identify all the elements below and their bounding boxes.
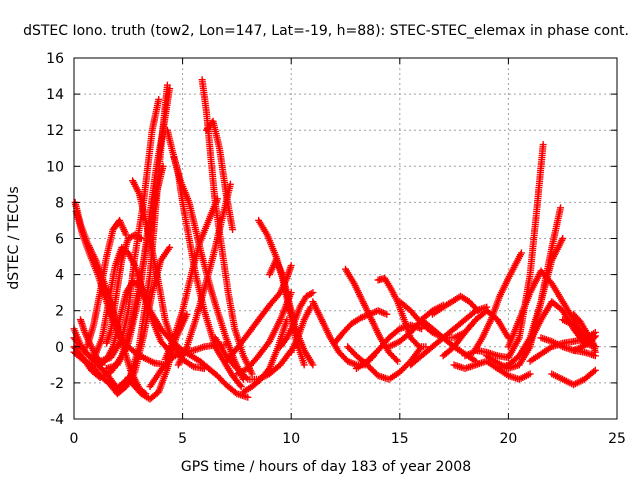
data-series xyxy=(70,76,599,403)
x-tick-label: 15 xyxy=(391,431,409,447)
series-markers xyxy=(570,332,599,354)
x-tick-label: 20 xyxy=(499,431,517,447)
series-track xyxy=(203,117,237,233)
series-markers xyxy=(161,195,221,363)
series-markers xyxy=(439,307,512,360)
x-tick-label: 25 xyxy=(608,431,626,447)
series-markers xyxy=(96,278,143,369)
chart-title: dSTEC Iono. truth (tow2, Lon=147, Lat=-1… xyxy=(23,23,629,39)
y-axis-label: dSTEC / TECUs xyxy=(6,186,22,289)
axes: 0 5 10 15 20 25 -4 -2 0 2 4 6 8 10 12 14 16 xyxy=(46,51,626,447)
y-tick-label: 6 xyxy=(55,232,64,248)
series-markers xyxy=(287,303,315,356)
series-track xyxy=(344,343,425,383)
series-markers xyxy=(450,357,534,383)
series-track xyxy=(548,366,599,389)
series-track xyxy=(287,303,315,356)
series-markers xyxy=(239,316,291,396)
series-track xyxy=(96,278,143,369)
y-tick-label: 2 xyxy=(55,304,64,320)
y-tick-label: 4 xyxy=(55,268,64,284)
y-tick-label: 0 xyxy=(55,340,64,356)
series-markers xyxy=(374,274,430,351)
y-tick-label: 8 xyxy=(55,195,64,211)
y-tick-label: 12 xyxy=(46,123,64,139)
x-tick-label: 10 xyxy=(282,431,300,447)
y-tick-label: 10 xyxy=(46,159,64,175)
series-track xyxy=(135,280,252,401)
y-tick-label: -4 xyxy=(50,412,64,428)
series-track xyxy=(239,316,291,396)
series-track xyxy=(439,307,512,360)
series-track xyxy=(374,274,430,351)
x-tick-label: 0 xyxy=(70,431,79,447)
series-markers xyxy=(83,216,130,351)
series-track xyxy=(450,357,534,383)
series-track xyxy=(83,216,130,351)
x-tick-label: 5 xyxy=(178,431,187,447)
series-markers xyxy=(276,289,317,351)
series-markers xyxy=(203,117,237,233)
x-axis-label: GPS time / hours of day 183 of year 2008 xyxy=(181,459,471,475)
series-track xyxy=(428,292,482,318)
series-markers xyxy=(428,292,482,318)
series-track xyxy=(161,195,221,363)
y-tick-label: 16 xyxy=(46,51,64,67)
series-markers xyxy=(135,280,252,401)
series-track xyxy=(570,332,599,354)
y-tick-label: -2 xyxy=(50,376,64,392)
series-markers xyxy=(548,366,599,389)
series-track xyxy=(276,289,317,351)
series-markers xyxy=(344,343,425,383)
y-tick-label: 14 xyxy=(46,87,64,103)
